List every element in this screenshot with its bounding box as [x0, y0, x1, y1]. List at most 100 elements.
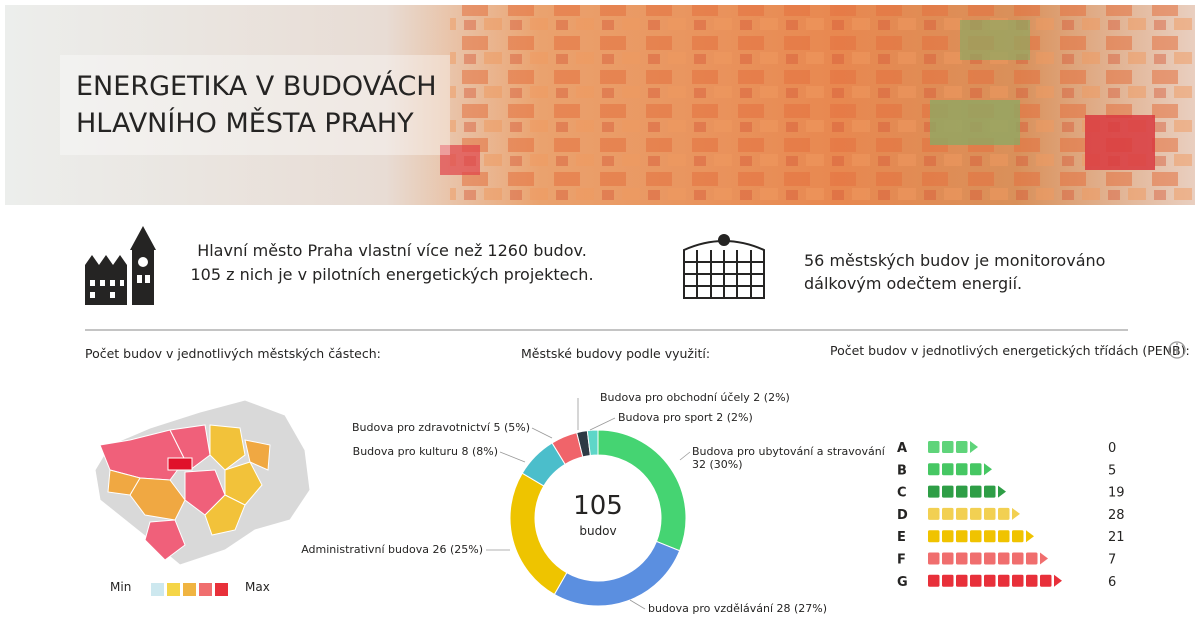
value-label: 28 (27%): [777, 602, 828, 615]
header-decor: [440, 145, 480, 175]
class-arrow-block: [956, 441, 968, 453]
class-arrow-block: [956, 463, 968, 476]
class-arrow-block: [956, 574, 968, 587]
class-letter: F: [897, 553, 906, 568]
legend-swatch: [167, 583, 180, 596]
class-arrow-block: [984, 530, 996, 543]
leader-line: [531, 427, 553, 439]
class-letter: A: [897, 441, 907, 456]
class-arrow-block: [956, 485, 968, 498]
class-arrow-block: [956, 507, 968, 520]
header-title: ENERGETIKA V BUDOVÁCH: [76, 70, 437, 102]
category-label: Budova pro obchodní účely: [600, 391, 753, 404]
donut-title: Městské budovy podle využití:: [521, 346, 710, 361]
legend-swatch: [183, 583, 196, 596]
header-decor: [930, 100, 1020, 145]
info-button[interactable]: [1168, 341, 1186, 359]
class-arrow-block: [956, 530, 968, 543]
class-letter: B: [897, 463, 907, 478]
class-arrow-block: [942, 552, 954, 565]
value-label: 5 (5%): [493, 421, 530, 434]
class-arrow-block: [942, 574, 954, 587]
town-hall-icon: [85, 226, 156, 305]
class-arrow-block: [970, 552, 982, 565]
class-count: 6: [1108, 575, 1116, 590]
class-arrow-block: [984, 507, 996, 520]
donut-center-label: budov: [579, 524, 616, 538]
donut-segment: [553, 540, 681, 607]
map-title: Počet budov v jednotlivých městských čás…: [85, 346, 381, 361]
category-label: Budova pro kulturu: [353, 445, 462, 458]
class-arrow-block: [928, 507, 940, 520]
category-label: Administrativní budova: [301, 543, 432, 556]
category-label: Budova pro sport: [618, 411, 716, 424]
legend-swatch: [199, 583, 212, 596]
category-label: Budova pro ubytování a stravování: [692, 445, 886, 458]
leader-line: [629, 599, 646, 610]
class-arrow-block: [928, 441, 940, 453]
donut-label: Budova pro obchodní účely 2 (2%): [600, 391, 790, 404]
leader-line: [679, 451, 691, 461]
class-count: 7: [1108, 553, 1116, 568]
header-banner: ENERGETIKA V BUDOVÁCH HLAVNÍHO MĚSTA PRA…: [5, 5, 1195, 205]
value-label: 32 (30%): [692, 458, 743, 471]
class-arrow-block: [998, 552, 1010, 565]
class-arrow-block: [928, 552, 940, 565]
class-letter: C: [897, 486, 907, 501]
class-arrow-block: [970, 574, 982, 587]
donut-segment: [586, 429, 599, 457]
class-letter: D: [897, 508, 908, 523]
class-arrow-block: [942, 507, 954, 520]
leader-line: [589, 417, 616, 431]
donut-label: Budova pro ubytování a stravování 32 (30%…: [692, 445, 886, 471]
class-arrow-block: [928, 485, 940, 498]
class-letter: G: [897, 575, 908, 590]
map-legend-max: Max: [245, 580, 270, 594]
class-count: 5: [1108, 463, 1116, 478]
class-arrow-tip: [998, 485, 1006, 498]
class-arrow-tip: [1054, 574, 1062, 587]
info-text: 56 městských budov je monitorováno: [804, 251, 1105, 270]
donut-chart: 105 budov Budova pro ubytování a stravován…: [301, 391, 886, 615]
donut-segment: [509, 472, 568, 596]
class-arrow-tip: [1040, 552, 1048, 565]
donut-label: budova pro vzdělávání 28 (27%): [648, 602, 827, 615]
legend-swatch: [151, 583, 164, 596]
class-arrow-block: [942, 441, 954, 453]
value-label: 26 (25%): [432, 543, 483, 556]
leader-line: [499, 451, 526, 463]
class-arrow-block: [942, 463, 954, 476]
class-arrow-block: [970, 507, 982, 520]
class-arrow-block: [970, 530, 982, 543]
map-legend: [151, 583, 228, 596]
info-text: 105 z nich je v pilotních energetických …: [190, 265, 593, 284]
donut-label: Administrativní budova 26 (25%): [301, 543, 483, 556]
class-arrow-block: [984, 552, 996, 565]
class-count: 0: [1108, 441, 1116, 456]
class-arrow-block: [1012, 574, 1024, 587]
class-arrow-tip: [970, 441, 978, 453]
class-arrow-block: [928, 574, 940, 587]
class-arrow-block: [970, 463, 982, 476]
value-label: 8 (8%): [461, 445, 498, 458]
class-arrow-block: [956, 552, 968, 565]
class-arrow-block: [998, 530, 1010, 543]
class-count: 19: [1108, 486, 1125, 501]
info-text: dálkovým odečtem energií.: [804, 274, 1022, 293]
class-count: 28: [1108, 508, 1125, 523]
header-title-backdrop: [60, 55, 450, 155]
office-building-icon: [683, 234, 765, 299]
class-arrow-block: [1026, 574, 1038, 587]
class-letter: E: [897, 530, 906, 545]
class-arrow-tip: [1026, 530, 1034, 543]
category-label: budova pro vzdělávání: [648, 602, 777, 615]
header-title: HLAVNÍHO MĚSTA PRAHY: [76, 107, 414, 139]
legend-swatch: [215, 583, 228, 596]
penb-title: Počet budov v jednotlivých energetických…: [830, 343, 1190, 358]
class-arrow-block: [942, 485, 954, 498]
class-arrow-block: [1012, 530, 1024, 543]
class-arrow-block: [984, 574, 996, 587]
class-arrow-block: [1040, 574, 1052, 587]
